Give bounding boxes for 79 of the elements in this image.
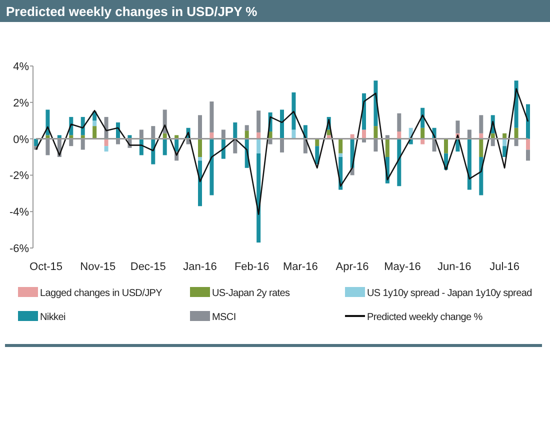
y-tick-label: -4% xyxy=(9,206,30,219)
bar xyxy=(280,110,284,139)
bar xyxy=(210,138,214,196)
bar xyxy=(456,120,460,134)
x-tick-label: Nov-15 xyxy=(80,261,116,273)
y-tick-label: -2% xyxy=(9,170,30,182)
bar xyxy=(526,104,530,139)
legend-label: MSCI xyxy=(212,312,236,323)
bar xyxy=(256,110,261,132)
bar xyxy=(362,130,366,139)
legend-label: US-Japan 2y rates xyxy=(212,288,290,299)
legend-label: Predicted weekly change % xyxy=(367,312,483,323)
bar xyxy=(374,126,378,139)
bar xyxy=(338,138,343,154)
bar xyxy=(256,138,261,154)
bar xyxy=(92,126,97,139)
bar xyxy=(502,138,507,146)
bar xyxy=(479,138,484,157)
bar xyxy=(479,157,484,196)
x-tick-label: Oct-15 xyxy=(30,261,63,273)
bar xyxy=(374,138,378,152)
bar xyxy=(151,126,156,139)
x-tick-label: Apr-16 xyxy=(336,261,369,273)
x-tick-label: May-16 xyxy=(384,261,421,273)
y-tick-label: 2% xyxy=(13,97,30,110)
bar xyxy=(526,138,530,150)
bar xyxy=(338,153,343,157)
bar xyxy=(92,120,97,126)
bar xyxy=(104,146,108,152)
bar xyxy=(420,138,425,144)
bar xyxy=(467,130,472,139)
bar xyxy=(104,138,108,146)
bar xyxy=(502,146,507,157)
bar xyxy=(198,138,202,157)
bar xyxy=(397,138,402,186)
bar xyxy=(292,130,296,139)
bar xyxy=(444,138,448,154)
x-tick-label: Feb-16 xyxy=(234,261,270,273)
bar xyxy=(397,132,402,139)
x-tick-label: Jan-16 xyxy=(183,261,217,273)
legend-label: US 1y10y spread - Japan 1y10y spread xyxy=(367,288,532,299)
x-tick-label: Mar-16 xyxy=(282,261,318,273)
bar xyxy=(397,113,402,132)
bar xyxy=(210,101,214,132)
bar xyxy=(385,138,390,157)
bar xyxy=(268,138,272,144)
bar xyxy=(221,130,226,139)
bar xyxy=(69,138,74,146)
x-tick-label: Dec-15 xyxy=(130,261,166,273)
bar xyxy=(526,150,530,161)
x-tick-label: Jul-16 xyxy=(490,261,520,273)
bar xyxy=(490,138,495,146)
bar xyxy=(162,138,167,156)
bar xyxy=(198,115,202,139)
bar xyxy=(198,160,202,206)
y-tick-label: 4% xyxy=(13,61,30,73)
bar xyxy=(34,138,38,146)
legend-label: Lagged changes in USD/JPY xyxy=(40,288,163,299)
bar xyxy=(479,115,484,134)
bar xyxy=(292,92,296,130)
bar xyxy=(514,138,518,146)
bar xyxy=(244,130,249,139)
x-tick-label: Jun-16 xyxy=(438,261,472,273)
bar xyxy=(139,130,144,139)
y-tick-label: -6% xyxy=(9,243,30,255)
bar xyxy=(116,138,120,144)
bar xyxy=(46,138,50,156)
y-tick-label: 0% xyxy=(13,134,30,146)
bar xyxy=(467,138,472,190)
bar xyxy=(244,125,249,131)
bar xyxy=(315,138,320,146)
bar xyxy=(233,122,238,139)
bar xyxy=(420,128,425,139)
bar xyxy=(280,138,284,152)
bar xyxy=(198,157,202,161)
bar xyxy=(514,128,518,139)
legend-label: Nikkei xyxy=(40,312,66,323)
chart-title: Predicted weekly changes in USD/JPY % xyxy=(6,4,258,19)
bar xyxy=(80,138,85,150)
